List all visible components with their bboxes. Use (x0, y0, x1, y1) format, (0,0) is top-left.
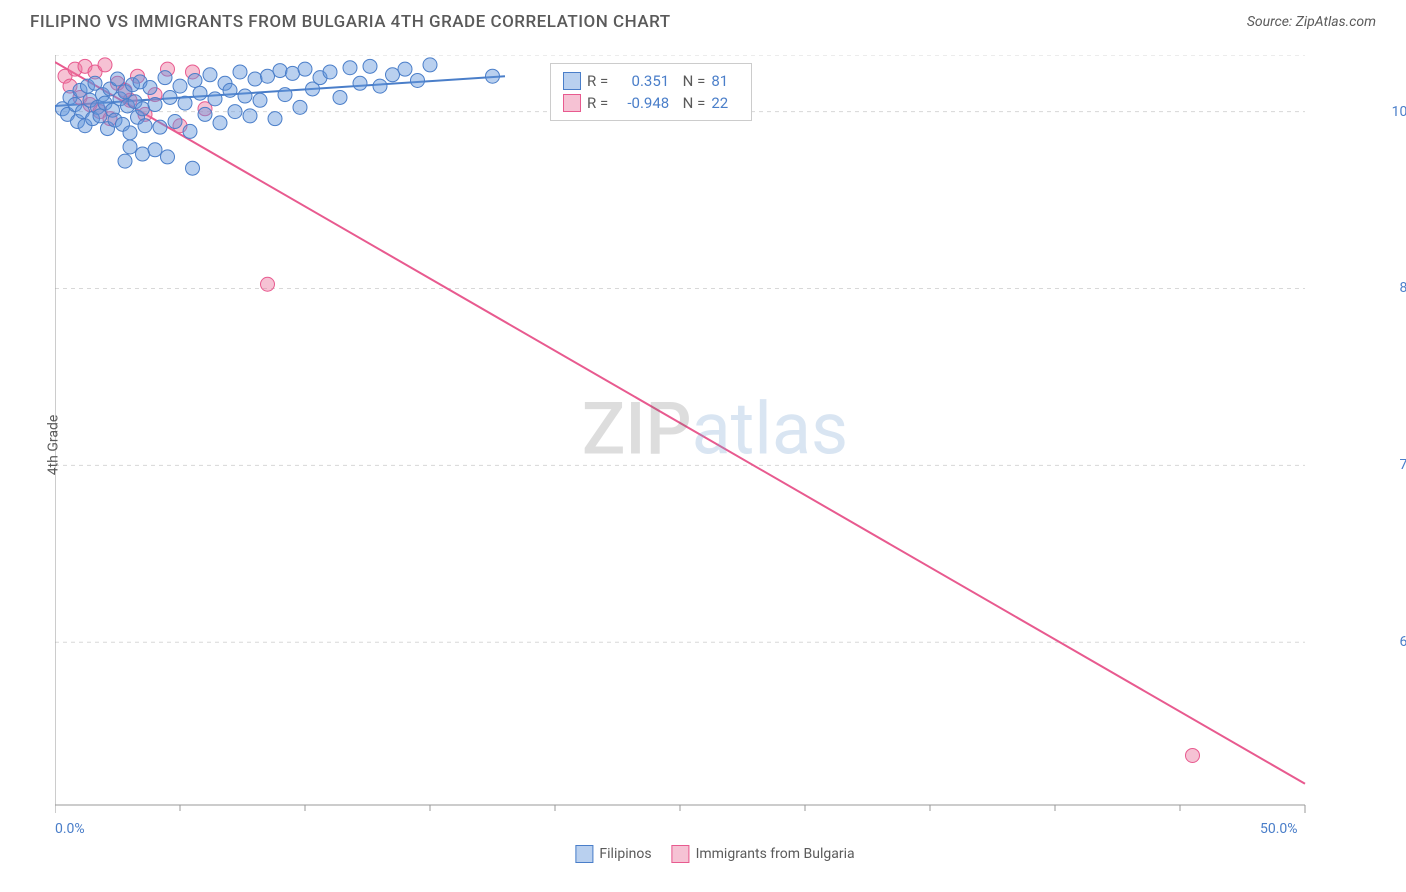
stat-n-label: N = (675, 94, 705, 112)
x-tick-label: 50.0% (1260, 821, 1298, 837)
legend-swatch-bulgaria (672, 845, 690, 863)
stats-row-filipinos: R = 0.351 N = 81 (563, 70, 739, 92)
y-axis-label: 4th Grade (45, 415, 61, 476)
legend-label-filipinos: Filipinos (599, 846, 651, 862)
stat-n-label: N = (675, 72, 705, 90)
chart-title: FILIPINO VS IMMIGRANTS FROM BULGARIA 4TH… (30, 12, 671, 32)
legend-item-filipinos: Filipinos (575, 845, 651, 863)
stats-row-bulgaria: R = -0.948 N = 22 (563, 92, 739, 114)
y-tick-label: 100.0% (1392, 104, 1406, 120)
stat-r-value-filipinos: 0.351 (614, 72, 669, 90)
stat-r-label: R = (587, 72, 608, 90)
stat-n-value-filipinos: 81 (711, 72, 739, 90)
stats-swatch-filipinos (563, 72, 581, 90)
x-tick-label: 0.0% (55, 821, 85, 837)
stat-n-value-bulgaria: 22 (711, 94, 739, 112)
y-tick-label: 62.5% (1399, 634, 1406, 650)
stat-r-value-bulgaria: -0.948 (614, 94, 669, 112)
legend-bottom: Filipinos Immigrants from Bulgaria (575, 845, 854, 863)
chart-header: FILIPINO VS IMMIGRANTS FROM BULGARIA 4TH… (0, 0, 1406, 40)
stats-swatch-bulgaria (563, 94, 581, 112)
chart-container: 4th Grade ZIPatlas R = 0.351 N = 81 R = … (55, 55, 1375, 835)
y-tick-label: 75.0% (1399, 457, 1406, 473)
y-tick-label: 87.5% (1399, 280, 1406, 296)
scatter-plot (55, 55, 1375, 835)
legend-item-bulgaria: Immigrants from Bulgaria (672, 845, 855, 863)
chart-source: Source: ZipAtlas.com (1247, 14, 1376, 30)
stat-r-label: R = (587, 94, 608, 112)
legend-label-bulgaria: Immigrants from Bulgaria (696, 846, 855, 862)
legend-swatch-filipinos (575, 845, 593, 863)
stats-legend-box: R = 0.351 N = 81 R = -0.948 N = 22 (550, 63, 752, 121)
